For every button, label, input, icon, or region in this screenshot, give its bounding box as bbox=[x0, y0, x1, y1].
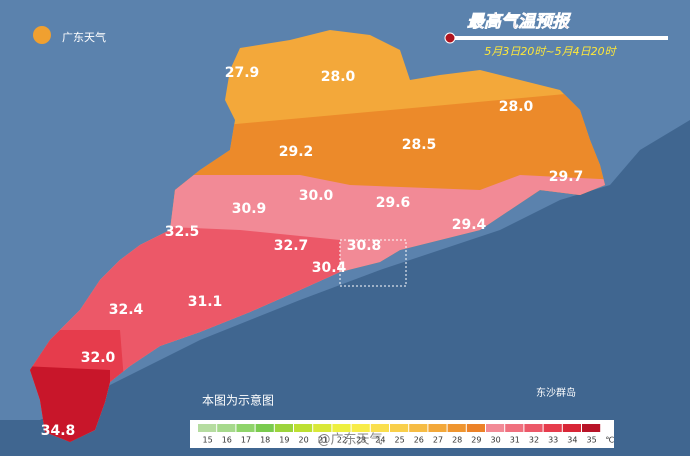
legend-swatch bbox=[351, 424, 370, 432]
legend-label: 18 bbox=[260, 436, 270, 445]
logo-text: 广东天气 bbox=[62, 30, 106, 44]
legend-label: 26 bbox=[414, 436, 424, 445]
legend-label: 28 bbox=[452, 436, 462, 445]
legend-swatch bbox=[255, 424, 274, 432]
temperature-label: 30.4 bbox=[312, 260, 347, 276]
legend-swatch bbox=[217, 424, 236, 432]
temperature-label: 29.4 bbox=[452, 217, 487, 233]
legend-label: 16 bbox=[222, 436, 232, 445]
watermark: @广东天气 bbox=[317, 432, 382, 448]
legend-swatch bbox=[486, 424, 505, 432]
legend-swatch bbox=[543, 424, 562, 432]
legend-label: 20 bbox=[299, 436, 309, 445]
legend-label: 33 bbox=[548, 436, 558, 445]
legend-label: 27 bbox=[433, 436, 443, 445]
thermometer-bulb bbox=[444, 32, 456, 44]
temperature-label: 32.5 bbox=[165, 224, 200, 240]
inset-box bbox=[339, 239, 407, 287]
temperature-label: 34.8 bbox=[41, 423, 76, 439]
legend-label: 34 bbox=[567, 436, 577, 445]
title: 最高气温预报 bbox=[467, 12, 572, 32]
temperature-label: 27.9 bbox=[225, 65, 260, 81]
legend-label: 35 bbox=[587, 436, 597, 445]
legend-label: 23 bbox=[356, 436, 366, 445]
temperature-label: 28.0 bbox=[499, 99, 534, 115]
temperature-label: 30.9 bbox=[232, 201, 267, 217]
legend-swatch bbox=[447, 424, 466, 432]
legend-label: 25 bbox=[395, 436, 405, 445]
legend-swatch bbox=[370, 424, 389, 432]
island-label: 东沙群岛 bbox=[536, 386, 576, 399]
temperature-label: 30.8 bbox=[347, 238, 382, 254]
legend-label: 17 bbox=[241, 436, 251, 445]
legend-swatch bbox=[562, 424, 581, 432]
legend: 15 16 17 18 19 20 21 22 23 24 25 26 27 28 29 30 31 32 33 34… bbox=[198, 424, 614, 445]
legend-swatch bbox=[582, 424, 601, 432]
legend-swatch bbox=[428, 424, 447, 432]
legend-label: 31 bbox=[510, 436, 520, 445]
temperature-label: 31.1 bbox=[188, 294, 223, 310]
legend-swatch bbox=[409, 424, 428, 432]
legend-label: 22 bbox=[337, 436, 347, 445]
legend-swatch bbox=[332, 424, 351, 432]
temperature-label: 29.7 bbox=[549, 169, 584, 185]
legend-label: 21 bbox=[318, 436, 328, 445]
legend-label: 29 bbox=[471, 436, 481, 445]
legend-swatch bbox=[466, 424, 485, 432]
legend-swatch bbox=[390, 424, 409, 432]
legend-label: 24 bbox=[375, 436, 385, 445]
temperature-label: 28.0 bbox=[321, 69, 356, 85]
legend-swatch bbox=[505, 424, 524, 432]
legend-swatch bbox=[313, 424, 332, 432]
subtitle: 5月3日20时~5月4日20时 bbox=[484, 45, 617, 58]
temperature-label: 29.6 bbox=[376, 195, 411, 211]
temperature-label: 28.5 bbox=[402, 137, 437, 153]
temperature-label: 32.7 bbox=[274, 238, 309, 254]
legend-swatch bbox=[524, 424, 543, 432]
legend-label: 15 bbox=[203, 436, 213, 445]
note: 本图为示意图 bbox=[202, 393, 274, 408]
legend-swatch bbox=[274, 424, 293, 432]
temperature-label: 29.2 bbox=[279, 144, 314, 160]
legend-swatch bbox=[294, 424, 313, 432]
legend-label: 19 bbox=[279, 436, 289, 445]
legend-label: 30 bbox=[491, 436, 501, 445]
temperature-label: 32.4 bbox=[109, 302, 144, 318]
legend-unit: ℃ bbox=[605, 436, 614, 445]
temperature-labels: 27.9 28.0 28.0 29.2 28.5 29.7 30.0 29.6 30.9 29.4… bbox=[41, 65, 584, 439]
legend-label: 32 bbox=[529, 436, 539, 445]
temperature-label: 30.0 bbox=[299, 188, 334, 204]
temperature-label: 32.0 bbox=[81, 350, 116, 366]
legend-swatch bbox=[236, 424, 255, 432]
legend-swatch bbox=[198, 424, 217, 432]
logo-icon bbox=[33, 26, 51, 44]
